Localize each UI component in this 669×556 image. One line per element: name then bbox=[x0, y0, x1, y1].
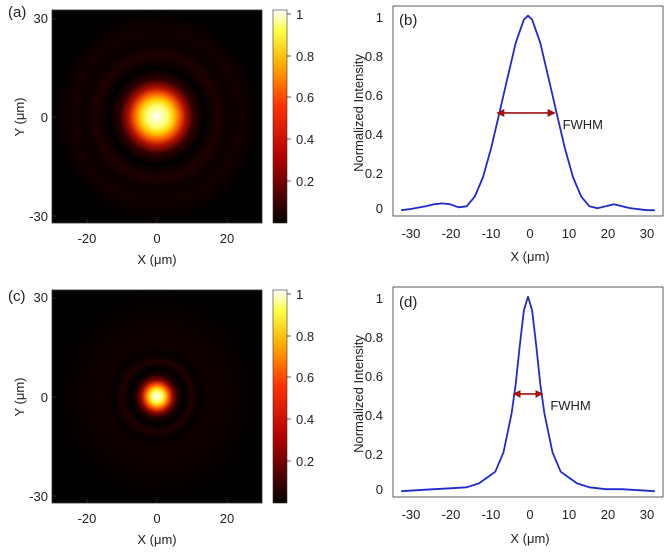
colorbar-c-tick: 0.4 bbox=[296, 412, 314, 427]
plot-d-ytick: 0.6 bbox=[365, 369, 383, 384]
plot-b-ytick: 0.8 bbox=[365, 49, 383, 64]
colorbar-a-ticks bbox=[287, 13, 291, 182]
plot-d-xtick: 30 bbox=[640, 507, 654, 522]
heatmap-a-ytick: -30 bbox=[29, 209, 48, 224]
plot-d-xtick: -10 bbox=[482, 507, 501, 522]
plot-d-ytick: 1 bbox=[376, 291, 383, 306]
plot-d-xlabel: X (μm) bbox=[510, 531, 549, 546]
plot-d-xtick: 20 bbox=[601, 507, 615, 522]
fwhm-label-d: FWHM bbox=[550, 398, 590, 413]
heatmap-c-ytick: -30 bbox=[29, 489, 48, 504]
colorbar-c bbox=[272, 289, 288, 504]
plot-d-xtick: -20 bbox=[442, 507, 461, 522]
colorbar-a-tick: 0.6 bbox=[296, 90, 314, 105]
colorbar-c-tick: 0.6 bbox=[296, 370, 314, 385]
plot-b-xtick: 0 bbox=[526, 226, 533, 241]
plot-b-xtick: 20 bbox=[601, 226, 615, 241]
heatmap-c-ylabel: Y (μm) bbox=[12, 377, 27, 416]
plot-b-xtick: -10 bbox=[482, 226, 501, 241]
heatmap-a-xtick: 0 bbox=[153, 231, 160, 246]
heatmap-c-spot bbox=[52, 290, 262, 503]
heatmap-a-ylabel: Y (μm) bbox=[12, 97, 27, 136]
heatmap-c-ticks bbox=[52, 297, 228, 503]
heatmap-a-xlabel: X (μm) bbox=[137, 252, 176, 267]
plot-b-xlabel: X (μm) bbox=[510, 249, 549, 264]
plot-b-yticks: 1 0.8 0.6 0.4 0.2 0 bbox=[365, 10, 383, 216]
plot-b-xtick: 30 bbox=[640, 226, 654, 241]
plot-b-xtick: -30 bbox=[402, 226, 421, 241]
fwhm-label-b: FWHM bbox=[563, 117, 603, 132]
heatmap-a-spot bbox=[52, 10, 262, 223]
colorbar-a-tick: 0.2 bbox=[296, 174, 314, 189]
heatmap-c-xtick: -20 bbox=[78, 511, 97, 526]
heatmap-c-xtick: 20 bbox=[220, 511, 234, 526]
plot-d-ytick: 0.8 bbox=[365, 330, 383, 345]
colorbar-a bbox=[272, 9, 288, 224]
plot-b-xtick: -20 bbox=[442, 226, 461, 241]
heatmap-c-xtick: 0 bbox=[153, 511, 160, 526]
plot-b-ylabel: Normalized Intensity bbox=[351, 54, 366, 172]
plot-d-frame bbox=[392, 286, 664, 498]
heatmap-a-ticks bbox=[52, 18, 228, 223]
plot-b-ytick: 0.2 bbox=[365, 166, 383, 181]
heatmap-c-ytick: 30 bbox=[34, 290, 48, 305]
plot-b-ytick: 0 bbox=[376, 201, 383, 216]
colorbar-c-tick: 0.2 bbox=[296, 454, 314, 469]
colorbar-a-tick: 0.4 bbox=[296, 132, 314, 147]
plot-d-xtick: 0 bbox=[526, 507, 533, 522]
plot-d-xtick: -30 bbox=[402, 507, 421, 522]
plot-b-frame bbox=[392, 5, 664, 217]
plot-d-xticks: -30 -20 -10 0 10 20 30 bbox=[402, 507, 655, 522]
panel-d-label: (d) bbox=[399, 294, 417, 311]
heatmap-a-ytick: 0 bbox=[41, 110, 48, 125]
plot-b-series-line bbox=[401, 14, 655, 212]
plot-d-series-line bbox=[401, 295, 655, 493]
heatmap-c-ytick: 0 bbox=[41, 390, 48, 405]
panel-b-label: (b) bbox=[399, 12, 417, 29]
panel-b: (b) -30 -20 -10 0 10 20 30 1 0.8 0.6 0.4… bbox=[351, 5, 664, 264]
heatmap-a-xtick: 20 bbox=[220, 231, 234, 246]
plot-b-ytick: 0.4 bbox=[365, 127, 383, 142]
plot-d-ytick: 0.4 bbox=[365, 408, 383, 423]
plot-b-ytick: 0.6 bbox=[365, 88, 383, 103]
colorbar-a-tick: 1 bbox=[296, 7, 303, 22]
plot-b-xticks: -30 -20 -10 0 10 20 30 bbox=[402, 226, 655, 241]
heatmap-a-ytick: 30 bbox=[34, 11, 48, 26]
panel-a-label: (a) bbox=[8, 4, 26, 21]
heatmap-c-xlabel: X (μm) bbox=[137, 532, 176, 547]
colorbar-c-ticks bbox=[287, 293, 291, 462]
plot-d-ytick: 0 bbox=[376, 482, 383, 497]
panel-c-label: (c) bbox=[8, 288, 26, 305]
panel-a: (a) -20 0 20 30 0 -30 X (μm) Y (μm) 1 0.… bbox=[8, 4, 314, 267]
plot-d-ylabel: Normalized Intensity bbox=[351, 335, 366, 453]
plot-d-xtick: 10 bbox=[562, 507, 576, 522]
plot-b-ytick: 1 bbox=[376, 10, 383, 25]
plot-d-ytick: 0.2 bbox=[365, 447, 383, 462]
colorbar-c-tick: 1 bbox=[296, 287, 303, 302]
heatmap-a-xtick: -20 bbox=[78, 231, 97, 246]
panel-d: (d) -30 -20 -10 0 10 20 30 1 0.8 0.6 0.4… bbox=[351, 286, 664, 546]
colorbar-a-tick: 0.8 bbox=[296, 49, 314, 64]
plot-d-yticks: 1 0.8 0.6 0.4 0.2 0 bbox=[365, 291, 383, 497]
colorbar-c-tick: 0.8 bbox=[296, 329, 314, 344]
plot-b-xtick: 10 bbox=[562, 226, 576, 241]
panel-c: (c) -20 0 20 30 0 -30 X (μm) Y (μm) 1 0.… bbox=[8, 287, 314, 547]
